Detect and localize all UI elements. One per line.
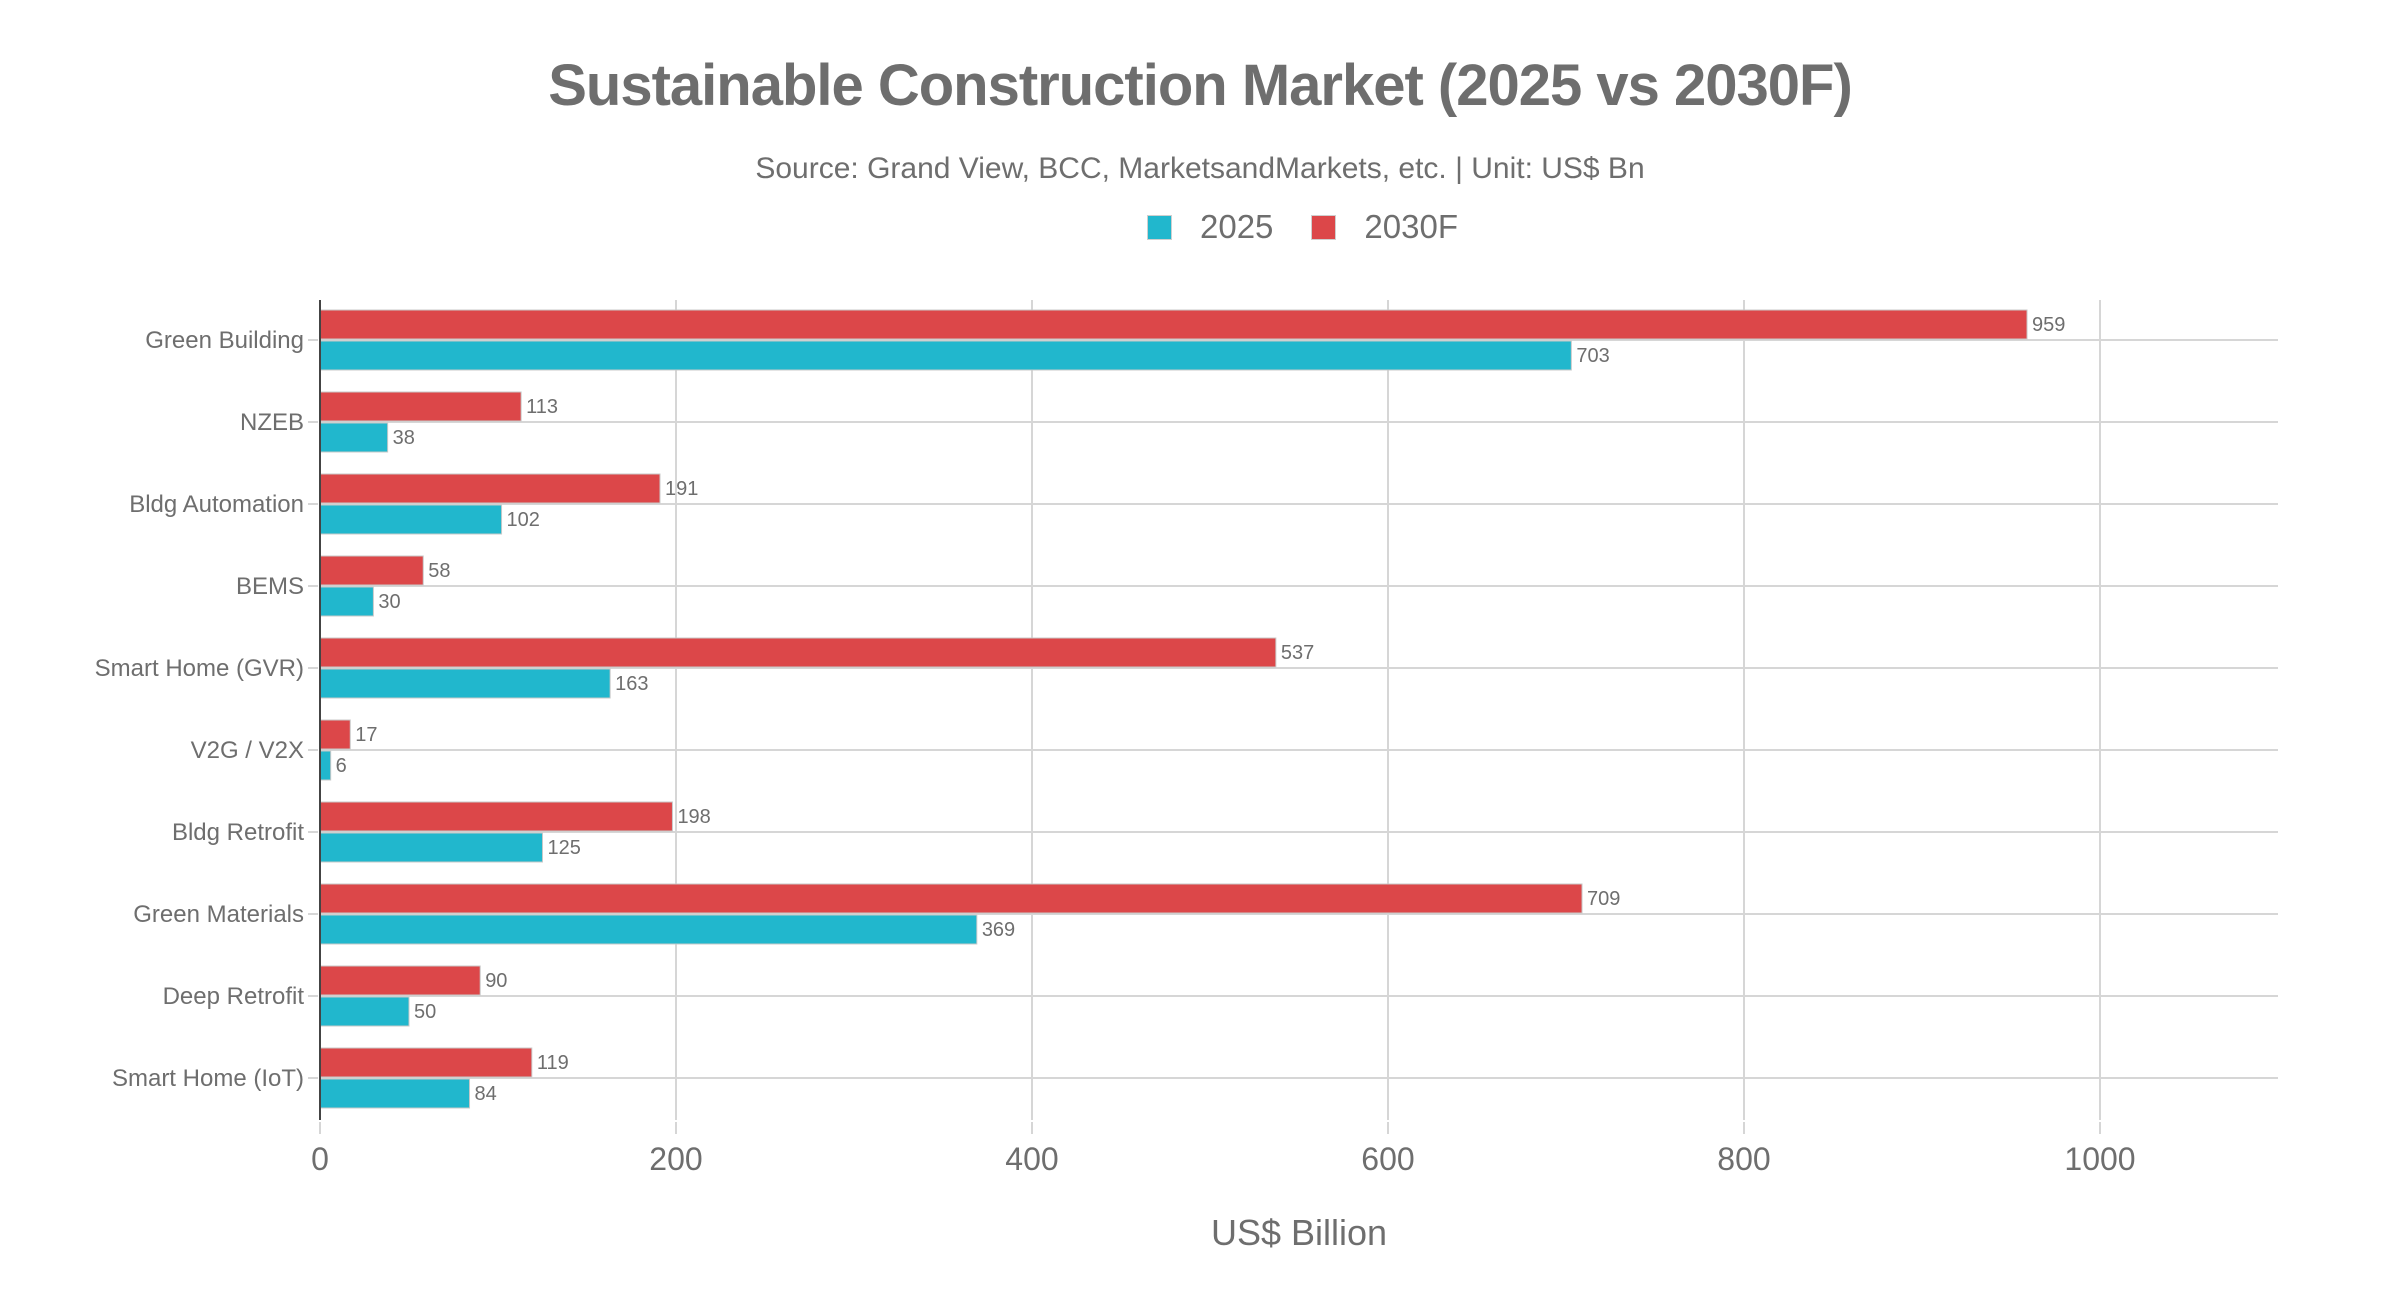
bar-2025[interactable] <box>319 586 374 617</box>
x-axis-title: US$ Billion <box>1211 1212 1387 1253</box>
data-label-2025: 6 <box>336 755 347 777</box>
bar-2025[interactable] <box>319 750 332 781</box>
data-label-2030f: 709 <box>1587 888 1620 910</box>
data-label-2025: 38 <box>393 427 415 449</box>
bar-2030f[interactable] <box>319 719 351 750</box>
data-label-2030f: 58 <box>428 560 450 582</box>
data-label-2025: 703 <box>1576 345 1609 367</box>
x-tick-label: 600 <box>1361 1141 1414 1177</box>
category-label: Bldg Automation <box>129 491 304 518</box>
category-label: Bldg Retrofit <box>172 819 304 846</box>
data-label-2030f: 17 <box>355 724 377 746</box>
legend-swatch-2030f <box>1311 214 1337 240</box>
legend-swatch-2025 <box>1147 214 1172 240</box>
x-tick-label: 800 <box>1717 1141 1770 1177</box>
category-label: NZEB <box>240 409 304 436</box>
bar-2030f[interactable] <box>319 883 1583 914</box>
bar-2030f[interactable] <box>319 801 673 832</box>
data-label-2025: 84 <box>475 1083 497 1105</box>
data-label-2025: 369 <box>982 919 1015 941</box>
data-label-2025: 30 <box>378 591 400 613</box>
x-tick-label: 1000 <box>2064 1141 2135 1177</box>
category-label: Green Building <box>145 327 304 354</box>
x-tick-label: 0 <box>311 1141 329 1177</box>
data-label-2025: 50 <box>414 1001 436 1023</box>
category-label: Smart Home (GVR) <box>95 655 304 682</box>
axes: 0 200 400 600 800 1000 Green Building NZEB Bldg … <box>95 300 2136 1177</box>
data-label-2025: 163 <box>615 673 648 695</box>
bar-2030f[interactable] <box>319 309 2028 340</box>
legend-item-2030f[interactable]: 2030F <box>1311 208 1458 246</box>
category-label: Deep Retrofit <box>163 983 305 1010</box>
category-label: Smart Home (IoT) <box>112 1065 304 1092</box>
bar-2025[interactable] <box>319 504 503 535</box>
bar-2025[interactable] <box>319 1078 471 1109</box>
legend: 2025 2030F <box>1147 207 1496 247</box>
legend-label-2025: 2025 <box>1200 208 1274 245</box>
category-label: BEMS <box>236 573 304 600</box>
bar-2025[interactable] <box>319 996 410 1027</box>
chart-subtitle: Source: Grand View, BCC, MarketsandMarke… <box>755 152 1645 185</box>
bar-2030f[interactable] <box>319 1047 533 1078</box>
bar-2025[interactable] <box>319 832 543 863</box>
legend-label-2030f: 2030F <box>1364 208 1458 245</box>
bar-2030f[interactable] <box>319 637 1277 668</box>
data-label-2030f: 537 <box>1281 642 1314 664</box>
data-label-2030f: 191 <box>665 478 698 500</box>
legend-item-2025[interactable]: 2025 <box>1147 208 1273 246</box>
data-label-2025: 102 <box>507 509 540 531</box>
bar-2025[interactable] <box>319 340 1572 371</box>
data-label-2030f: 959 <box>2032 314 2065 336</box>
data-label-2030f: 113 <box>526 396 558 418</box>
gridlines <box>308 300 2278 1134</box>
data-label-2030f: 90 <box>485 970 507 992</box>
data-label-2025: 125 <box>548 837 581 859</box>
category-label: Green Materials <box>133 901 304 928</box>
chart-title: Sustainable Construction Market (2025 vs… <box>548 53 1853 118</box>
bar-2030f[interactable] <box>319 473 661 504</box>
bar-2025[interactable] <box>319 422 389 453</box>
bar-2025[interactable] <box>319 914 978 945</box>
bar-2025[interactable] <box>319 668 611 699</box>
category-label: V2G / V2X <box>191 737 304 764</box>
data-label-2030f: 119 <box>537 1052 569 1074</box>
bar-2030f[interactable] <box>319 391 522 422</box>
bars <box>319 309 2028 1109</box>
bar-2030f[interactable] <box>319 965 481 996</box>
x-tick-label: 400 <box>1005 1141 1058 1177</box>
data-label-2030f: 198 <box>677 806 710 828</box>
data-labels: 959 703 113 38 191 102 58 30 537 163 17 6 198 125 709 3… <box>336 314 2066 1105</box>
bar-2030f[interactable] <box>319 555 424 586</box>
x-tick-label: 200 <box>649 1141 702 1177</box>
